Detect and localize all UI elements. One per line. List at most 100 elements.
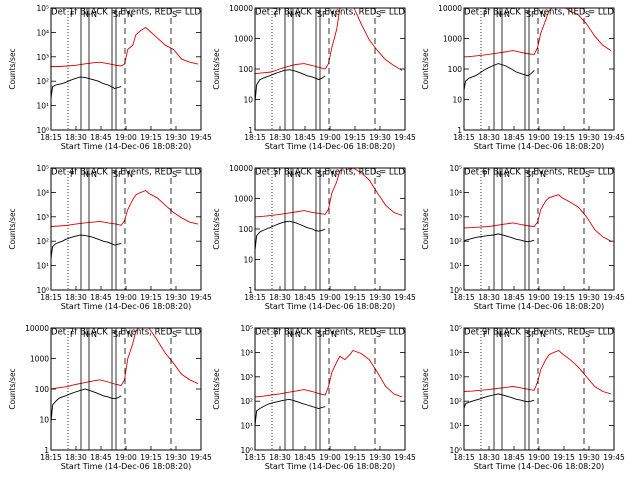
events-series-line [464, 63, 535, 91]
y-tick-label: 10 [39, 416, 49, 425]
event-marker-label: F [531, 10, 536, 19]
event-marker-label: S [526, 10, 531, 19]
event-marker-label: N [91, 330, 97, 339]
y-axis-label: Counts/sec [212, 48, 221, 89]
event-marker-label: N [496, 330, 502, 339]
x-tick-label: 19:15 [553, 453, 575, 462]
x-tick-label: 18:30 [269, 293, 291, 302]
y-tick-label: 100 [35, 385, 50, 394]
lld-series-line [464, 349, 612, 395]
x-tick-label: 19:00 [319, 133, 341, 142]
x-tick-label: 19:30 [165, 453, 187, 462]
y-axis-label: Counts/sec [8, 208, 17, 249]
events-series-line [255, 220, 326, 251]
event-marker-label: F [322, 170, 327, 179]
plot-frame [463, 327, 615, 451]
x-tick-label: 18:15 [244, 133, 266, 142]
event-marker-label: N [287, 170, 293, 179]
x-tick-label: 19:00 [528, 293, 550, 302]
y-tick-label: 10² [449, 237, 462, 246]
y-tick-label: 10⁴ [36, 28, 49, 37]
y-tick-label: 1000 [234, 35, 253, 44]
x-tick-label: 19:15 [553, 293, 575, 302]
x-tick-label: 18:15 [453, 453, 475, 462]
x-axis-label: Start Time (14-Dec-06 18:08:20) [61, 302, 192, 311]
chart-title: Det 8f BLACK = Events, RED = LLD [255, 328, 405, 338]
chart-title: Det 9f BLACK = Events, RED = LLD [464, 328, 614, 338]
y-tick-label: 10⁰ [449, 446, 462, 455]
x-tick-label: 18:30 [269, 453, 291, 462]
lld-series-line [464, 194, 612, 242]
lld-series-line [51, 26, 199, 67]
event-marker-label: N [127, 10, 133, 19]
y-axis-label: Counts/sec [212, 208, 221, 249]
y-axis-label: Counts/sec [421, 48, 430, 89]
x-tick-label: 19:30 [165, 293, 187, 302]
x-tick-label: 19:00 [528, 133, 550, 142]
event-marker-label: N [331, 10, 337, 19]
events-series-line [255, 398, 326, 426]
y-tick-label: 10⁴ [36, 188, 49, 197]
x-tick-label: 19:15 [344, 293, 366, 302]
x-tick-label: 19:45 [190, 133, 212, 142]
y-axis-label: Counts/sec [8, 368, 17, 409]
x-tick-label: 19:45 [394, 293, 416, 302]
x-tick-label: 19:30 [578, 133, 600, 142]
event-marker-label: S [172, 170, 177, 179]
y-tick-label: 10000 [438, 4, 462, 13]
y-tick-label: 10⁰ [449, 286, 462, 295]
y-tick-label: 10² [449, 397, 462, 406]
x-tick-label: 18:30 [478, 293, 500, 302]
y-tick-label: 1 [248, 286, 253, 295]
x-tick-label: 18:15 [40, 453, 62, 462]
event-marker-label: S [585, 170, 590, 179]
event-marker-label: N [83, 170, 89, 179]
x-tick-label: 19:00 [319, 293, 341, 302]
event-marker-label: N [83, 10, 89, 19]
event-marker-label: N [91, 10, 97, 19]
event-marker-label: N [295, 10, 301, 19]
y-tick-label: 10² [240, 397, 253, 406]
event-marker-label: S [172, 10, 177, 19]
event-marker-label: S [113, 330, 118, 339]
y-tick-label: 10⁵ [36, 4, 49, 13]
chart-title: Det 4f BLACK = Events, RED = LLD [51, 168, 201, 178]
y-tick-label: 10 [452, 96, 462, 105]
plot-frame [254, 327, 406, 451]
y-tick-label: 1000 [30, 355, 49, 364]
event-marker-label: N [504, 330, 510, 339]
y-tick-label: 1000 [443, 35, 462, 44]
y-tick-label: 1 [44, 446, 49, 455]
y-tick-label: 1 [457, 126, 462, 135]
event-marker-label: N [504, 10, 510, 19]
event-marker-label: F [70, 330, 75, 339]
x-tick-label: 18:45 [503, 133, 525, 142]
plot-frame [254, 167, 406, 291]
x-tick-label: 18:15 [244, 453, 266, 462]
events-series-line [464, 393, 535, 409]
x-tick-label: 19:45 [190, 453, 212, 462]
x-tick-label: 19:15 [344, 453, 366, 462]
chart-title: Det 3f BLACK = Events, RED = LLD [464, 8, 614, 18]
event-marker-label: F [274, 10, 279, 19]
y-tick-label: 10 [243, 256, 253, 265]
x-tick-label: 18:30 [65, 133, 87, 142]
y-tick-label: 10⁰ [240, 446, 253, 455]
chart-title: Det 7f BLACK = Events, RED = LLD [51, 328, 201, 338]
y-tick-label: 10¹ [449, 422, 462, 431]
event-marker-label: N [496, 10, 502, 19]
y-tick-label: 10³ [36, 213, 49, 222]
plot-frame [50, 167, 202, 291]
x-tick-label: 19:00 [115, 293, 137, 302]
x-tick-label: 19:30 [165, 133, 187, 142]
x-axis-label: Start Time (14-Dec-06 18:08:20) [474, 142, 605, 151]
plot-frame [254, 7, 406, 131]
event-marker-label: F [70, 10, 75, 19]
x-tick-label: 19:00 [115, 133, 137, 142]
event-marker-label: F [118, 170, 123, 179]
event-marker-label: N [331, 170, 337, 179]
